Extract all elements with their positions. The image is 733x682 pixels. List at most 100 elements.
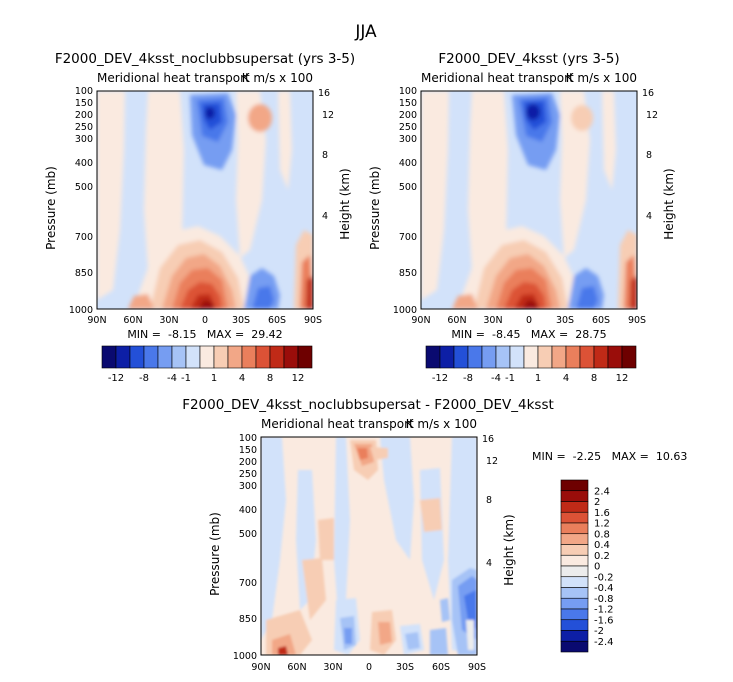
colorbar-label: -8 (139, 373, 149, 384)
colorbar-swatch (560, 608, 589, 621)
colorbar-label: 0.4 (594, 540, 610, 551)
colorbar-swatch (101, 345, 117, 369)
page-title: JJA (354, 22, 377, 42)
panel-2-xtick: 60S (592, 315, 610, 326)
panel-1-ytick: 250 (75, 122, 93, 133)
colorbar-swatch (199, 345, 215, 369)
panel-1-xtick: 90N (87, 315, 106, 326)
colorbar-swatch (560, 630, 589, 642)
colorbar-swatch (560, 565, 589, 578)
panel-2-ytick: 250 (399, 122, 417, 133)
panel-3-xtick: 60N (287, 662, 306, 673)
panel-2-colorbar: -12 -8 -4 -1 1 4 8 12 (425, 345, 637, 384)
panel-1-ytick: 100 (75, 86, 93, 97)
panel-2-subtitle-left: Meridional heat transport (421, 71, 574, 85)
panel-1-title: F2000_DEV_4ksst_noclubbsupersat (yrs 3-5… (55, 51, 355, 67)
colorbar-swatch (227, 345, 243, 369)
panel-1-xtick: 0 (202, 315, 208, 326)
panel-3-ytick: 100 (239, 433, 257, 444)
colorbar-label: 0.2 (594, 551, 610, 562)
panel-2-y2tick: 12 (646, 110, 658, 121)
panel-3-xtick: 30S (396, 662, 414, 673)
panel-2-ytick: 200 (399, 110, 417, 121)
colorbar-label: 2 (594, 497, 600, 508)
panel-3-y2label: Height (km) (502, 514, 516, 585)
panel-2-ytick: 500 (399, 182, 417, 193)
panel-3-subtitle-right: K m/s x 100 (406, 417, 477, 431)
panel-2-ytick: 300 (399, 134, 417, 145)
panel-1-ytick: 200 (75, 110, 93, 121)
colorbar-swatch (560, 501, 589, 513)
colorbar-swatch (283, 345, 299, 369)
panel-1-stats: MIN = -8.15 MAX = 29.42 (127, 328, 282, 341)
colorbar-swatch (241, 345, 257, 369)
panel-3-xtick: 60S (432, 662, 450, 673)
colorbar-swatch (157, 345, 173, 369)
panel-3-xtick: 90S (468, 662, 486, 673)
panel-3-xtick: 0 (366, 662, 372, 673)
panel-3-ytick: 200 (239, 457, 257, 468)
colorbar-swatch (467, 345, 483, 369)
colorbar-swatch (115, 345, 131, 369)
panel-3-ylabel: Pressure (mb) (208, 512, 222, 596)
panel-1-ylabel: Pressure (mb) (44, 166, 58, 250)
panel-3-ytick: 300 (239, 481, 257, 492)
panel-2-xtick: 0 (526, 315, 532, 326)
colorbar-label: 2.4 (594, 486, 610, 497)
panel-3-xtick: 30N (323, 662, 342, 673)
panel-1-xtick: 60N (123, 315, 142, 326)
colorbar-swatch (560, 522, 589, 535)
colorbar-label: 8 (267, 373, 273, 384)
colorbar-label: -1.6 (594, 615, 614, 626)
panel-1-ytick: 300 (75, 134, 93, 145)
panel-3-ytick: 700 (239, 578, 257, 589)
colorbar-swatch (213, 345, 229, 369)
colorbar-swatch (565, 345, 581, 369)
panel-2-ytick: 700 (399, 232, 417, 243)
colorbar-swatch (579, 345, 595, 369)
panel-1-ytick: 1000 (69, 305, 93, 316)
colorbar-label: -1 (181, 373, 191, 384)
panel-1-y2tick: 12 (322, 110, 334, 121)
colorbar-label: 0 (594, 562, 600, 573)
colorbar-label: -0.2 (594, 572, 614, 583)
colorbar-label: 1 (211, 373, 217, 384)
panel-2-subtitle-right: K m/s x 100 (566, 71, 637, 85)
colorbar-label: 1 (535, 373, 541, 384)
panel-3-ytick: 400 (239, 505, 257, 516)
panel-3-ytick: 500 (239, 529, 257, 540)
panel-2-xtick: 90S (628, 315, 646, 326)
panel-2-ytick: 400 (399, 158, 417, 169)
panel-2-y-axis: Pressure (mb) 100 150 200 250 300 400 50… (368, 86, 417, 316)
colorbar-label: 8 (591, 373, 597, 384)
panel-1-xtick: 30S (232, 315, 250, 326)
panel-1-y2label: Height (km) (338, 168, 352, 239)
colorbar-swatch (297, 345, 313, 369)
colorbar-swatch (171, 345, 187, 369)
panel-3-y2tick: 4 (486, 558, 492, 569)
colorbar-swatch (560, 576, 589, 588)
colorbar-swatch (560, 544, 589, 556)
panel-3-field (261, 437, 477, 655)
panel-2-xtick: 60N (447, 315, 466, 326)
colorbar-label: -1.2 (594, 605, 614, 616)
panel-1-y2tick: 8 (322, 150, 328, 161)
panel-2: F2000_DEV_4ksst (yrs 3-5) Meridional hea… (368, 51, 676, 384)
panel-1-ytick: 500 (75, 182, 93, 193)
panel-1-ytick: 400 (75, 158, 93, 169)
colorbar-label: -12 (432, 373, 448, 384)
panel-3-ytick: 1000 (233, 651, 257, 662)
panel-1-colorbar: -12 -8 -4 -1 1 4 8 12 (101, 345, 313, 384)
panel-3-y2-axis: Height (km) 16 12 8 4 (482, 434, 516, 586)
panel-1-y2-axis: Height (km) 16 12 8 4 (318, 88, 352, 240)
colorbar-swatch (453, 345, 469, 369)
colorbar-label: -12 (108, 373, 124, 384)
panel-1-subtitle-right: K m/s x 100 (242, 71, 313, 85)
panel-3: F2000_DEV_4ksst_noclubbsupersat - F2000_… (182, 397, 687, 673)
colorbar-label: -0.4 (594, 583, 614, 594)
colorbar-label: 12 (616, 373, 629, 384)
panel-2-ytick: 150 (399, 98, 417, 109)
panel-2-y2label: Height (km) (662, 168, 676, 239)
colorbar-label: -2.4 (594, 637, 614, 648)
